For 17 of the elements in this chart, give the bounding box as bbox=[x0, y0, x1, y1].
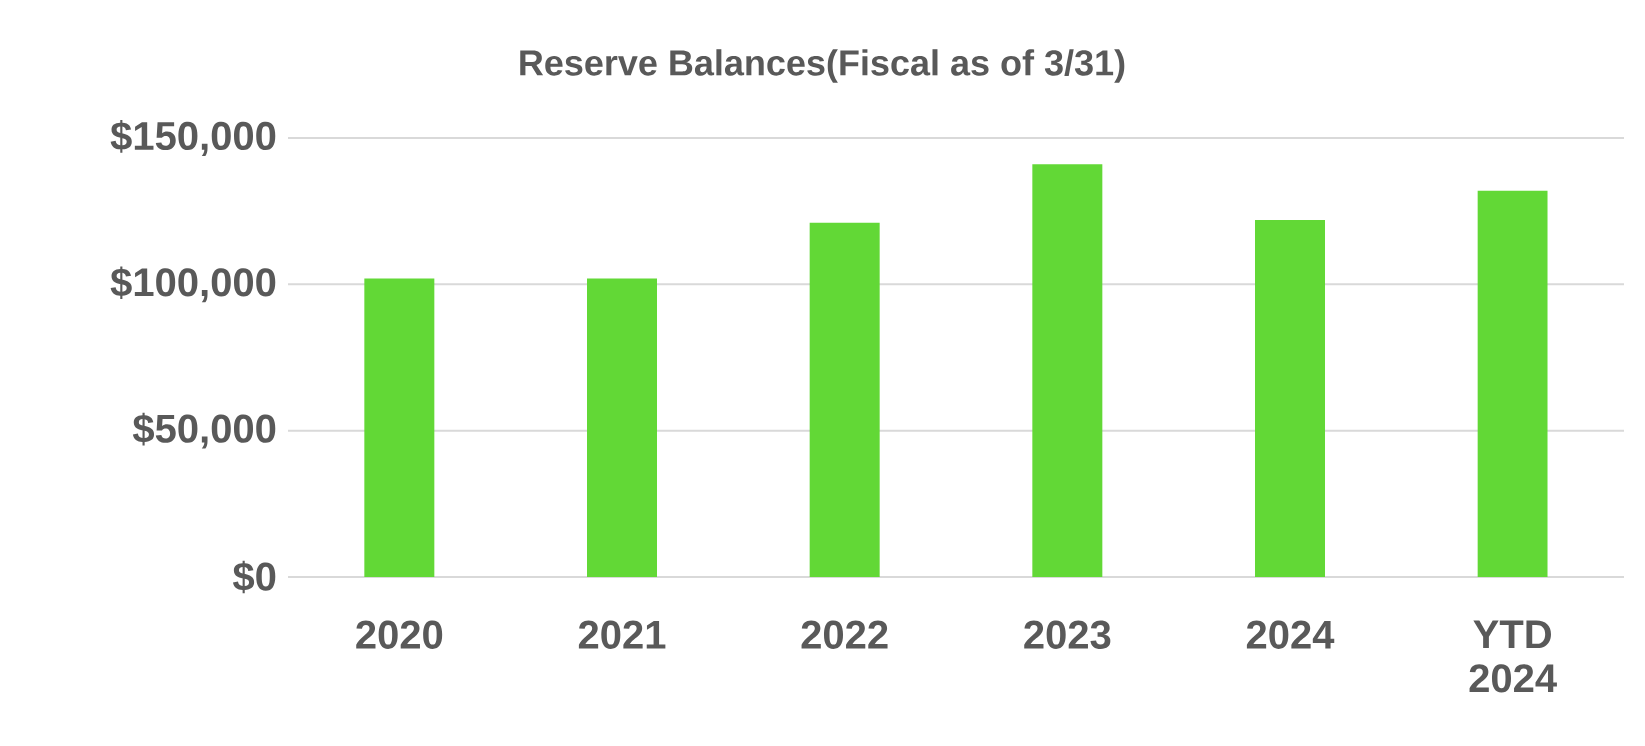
x-tick-label: 2023 bbox=[1024, 620, 1111, 649]
y-tick-label: $50,000 bbox=[132, 412, 276, 449]
x-tick-label: 2024 bbox=[1246, 620, 1335, 649]
y-tick-label: $150,000 bbox=[110, 120, 276, 156]
x-tick-label: 2022 bbox=[801, 620, 888, 649]
x-tick-label: 2021 bbox=[578, 620, 666, 649]
bar bbox=[587, 278, 657, 577]
bar bbox=[1032, 164, 1103, 577]
bar bbox=[1255, 219, 1326, 577]
y-tick-label: $100,000 bbox=[110, 266, 276, 303]
x-tick-label: 2020 bbox=[356, 620, 443, 649]
x-tick-label: YTD 2024 bbox=[1469, 620, 1557, 693]
y-tick-label: $0 bbox=[232, 560, 276, 594]
bar bbox=[364, 278, 435, 577]
bar bbox=[1477, 190, 1548, 577]
chart-title: Reserve Balances(Fiscal as of 3/31) bbox=[520, 49, 1125, 83]
bar bbox=[809, 222, 880, 577]
